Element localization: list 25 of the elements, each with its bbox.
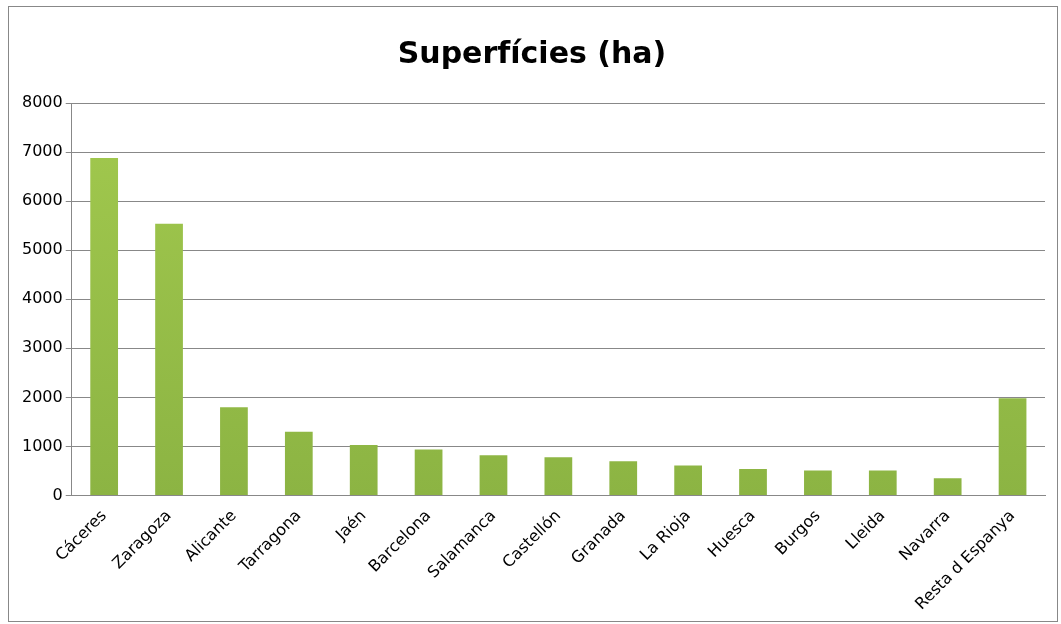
bar bbox=[544, 457, 573, 496]
y-tick-label: 6000 bbox=[22, 190, 63, 210]
y-tick-label: 1000 bbox=[22, 435, 63, 455]
bar bbox=[868, 470, 897, 496]
y-tick-label: 8000 bbox=[22, 92, 63, 112]
bar bbox=[284, 431, 313, 496]
bar bbox=[609, 461, 638, 496]
y-tick-label: 3000 bbox=[22, 337, 63, 357]
bar bbox=[349, 444, 378, 496]
bar bbox=[414, 449, 443, 496]
bar bbox=[220, 407, 248, 496]
bar bbox=[674, 465, 702, 496]
y-tick-label: 5000 bbox=[22, 239, 63, 259]
y-tick-label: 0 bbox=[52, 484, 63, 504]
y-tick-label: 7000 bbox=[22, 141, 63, 161]
bar bbox=[804, 470, 832, 496]
y-tick-label: 2000 bbox=[22, 386, 63, 406]
bar bbox=[998, 398, 1027, 496]
chart-title: Superfícies (ha) bbox=[397, 34, 667, 70]
bar bbox=[739, 469, 767, 496]
bar bbox=[155, 223, 183, 496]
y-tick-label: 4000 bbox=[22, 288, 63, 308]
bar bbox=[90, 157, 119, 496]
bar bbox=[479, 455, 508, 496]
bar bbox=[933, 478, 962, 496]
